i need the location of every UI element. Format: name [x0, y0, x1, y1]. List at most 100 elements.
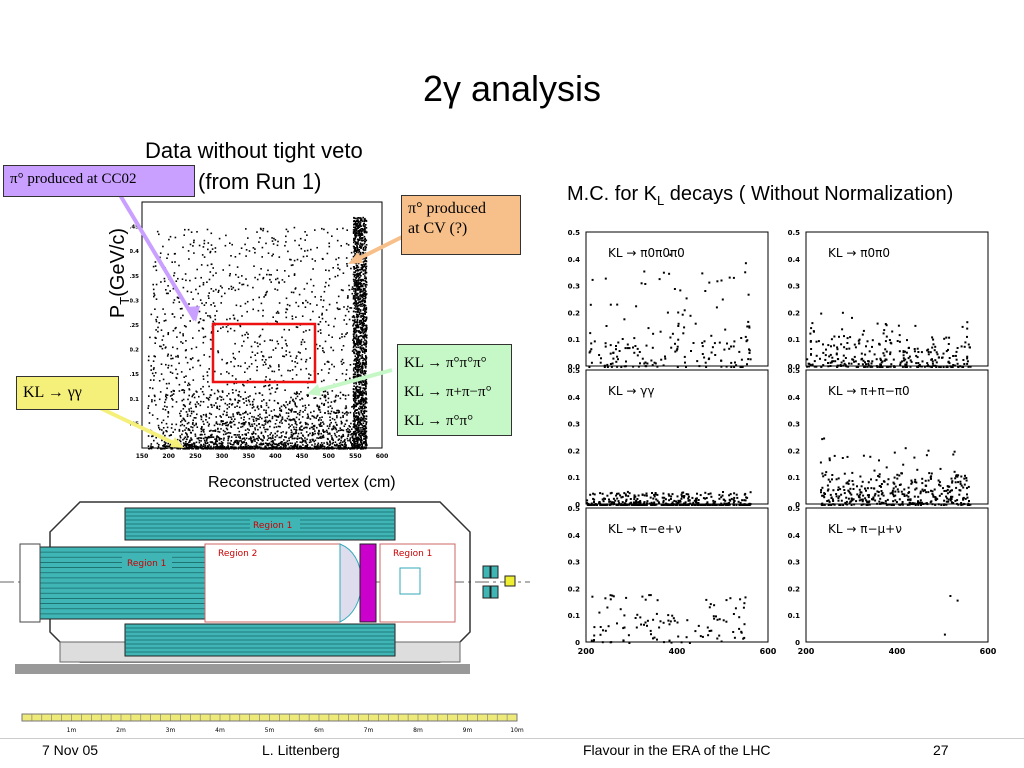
- point: [238, 430, 241, 433]
- point: [360, 218, 362, 220]
- point: [253, 445, 255, 448]
- point: [355, 360, 357, 363]
- point: [357, 440, 359, 442]
- point: [168, 278, 170, 280]
- point: [360, 300, 363, 303]
- point: [300, 368, 302, 371]
- point: [361, 405, 363, 408]
- point: [309, 318, 312, 321]
- mc-point: [806, 365, 809, 368]
- point: [232, 415, 235, 418]
- point: [275, 446, 277, 449]
- point: [153, 294, 156, 296]
- point: [168, 382, 170, 385]
- mc-point: [724, 328, 727, 331]
- point: [192, 445, 194, 448]
- point: [238, 440, 241, 442]
- point: [237, 427, 239, 429]
- point: [358, 391, 360, 393]
- point: [364, 313, 366, 315]
- point: [164, 409, 167, 411]
- point: [167, 445, 169, 448]
- point: [246, 428, 249, 430]
- point: [359, 443, 361, 445]
- mc-point: [633, 351, 636, 354]
- point: [300, 260, 302, 262]
- point: [160, 363, 163, 365]
- mc-point: [647, 327, 650, 330]
- point: [196, 268, 198, 271]
- point: [243, 447, 246, 450]
- mc-point: [610, 503, 613, 506]
- point: [261, 256, 263, 258]
- point: [358, 249, 361, 251]
- point: [321, 416, 323, 418]
- point: [265, 402, 268, 404]
- point: [261, 447, 263, 450]
- point: [178, 301, 181, 303]
- point: [177, 277, 179, 280]
- mc-point: [667, 493, 670, 496]
- point: [364, 308, 366, 310]
- point: [262, 448, 264, 450]
- point: [360, 436, 362, 439]
- mc-point: [878, 343, 881, 346]
- point: [306, 422, 308, 425]
- mc-point: [927, 364, 929, 367]
- point: [182, 398, 185, 401]
- point: [365, 267, 367, 270]
- y-tick-label: 0.3: [130, 298, 139, 304]
- mc-point: [810, 353, 812, 356]
- point: [190, 412, 193, 415]
- point: [180, 421, 182, 423]
- point: [176, 289, 178, 292]
- point: [280, 420, 282, 422]
- point: [321, 402, 323, 405]
- point: [309, 357, 311, 359]
- mc-point: [589, 332, 592, 335]
- mc-point: [675, 500, 677, 503]
- point: [297, 305, 300, 308]
- data-scatter-plot: 0.050.10.150.20.250.30.350.40.45 1502002…: [130, 201, 388, 460]
- mc-point: [645, 494, 648, 497]
- point: [251, 433, 254, 436]
- point: [281, 435, 283, 437]
- point: [285, 350, 287, 352]
- point: [327, 410, 329, 412]
- point: [235, 389, 237, 392]
- mc-point: [884, 340, 887, 343]
- mc-point: [632, 346, 634, 349]
- point: [203, 443, 205, 446]
- point: [360, 349, 363, 351]
- point: [271, 440, 274, 442]
- point: [323, 448, 325, 450]
- point: [280, 410, 283, 412]
- point: [230, 447, 233, 450]
- point: [232, 447, 235, 450]
- point: [360, 367, 363, 369]
- point: [344, 441, 347, 444]
- point: [244, 443, 247, 446]
- mc-point: [681, 313, 684, 316]
- mc-point: [728, 347, 731, 350]
- point: [331, 336, 333, 338]
- point: [272, 437, 274, 440]
- point: [356, 282, 358, 285]
- point: [347, 310, 350, 313]
- point: [345, 333, 347, 335]
- mc-point: [609, 500, 612, 503]
- mc-point: [864, 361, 866, 364]
- point: [205, 302, 207, 304]
- point: [182, 389, 184, 391]
- point: [205, 439, 208, 441]
- point: [318, 408, 320, 411]
- mc-point: [939, 366, 942, 368]
- mc-point: [620, 366, 623, 368]
- point: [352, 338, 355, 340]
- mc-point: [586, 502, 589, 505]
- point: [265, 412, 268, 414]
- point: [276, 310, 279, 313]
- y-tick-label: 0.35: [130, 274, 139, 280]
- point: [357, 274, 359, 277]
- mc-point: [708, 281, 711, 284]
